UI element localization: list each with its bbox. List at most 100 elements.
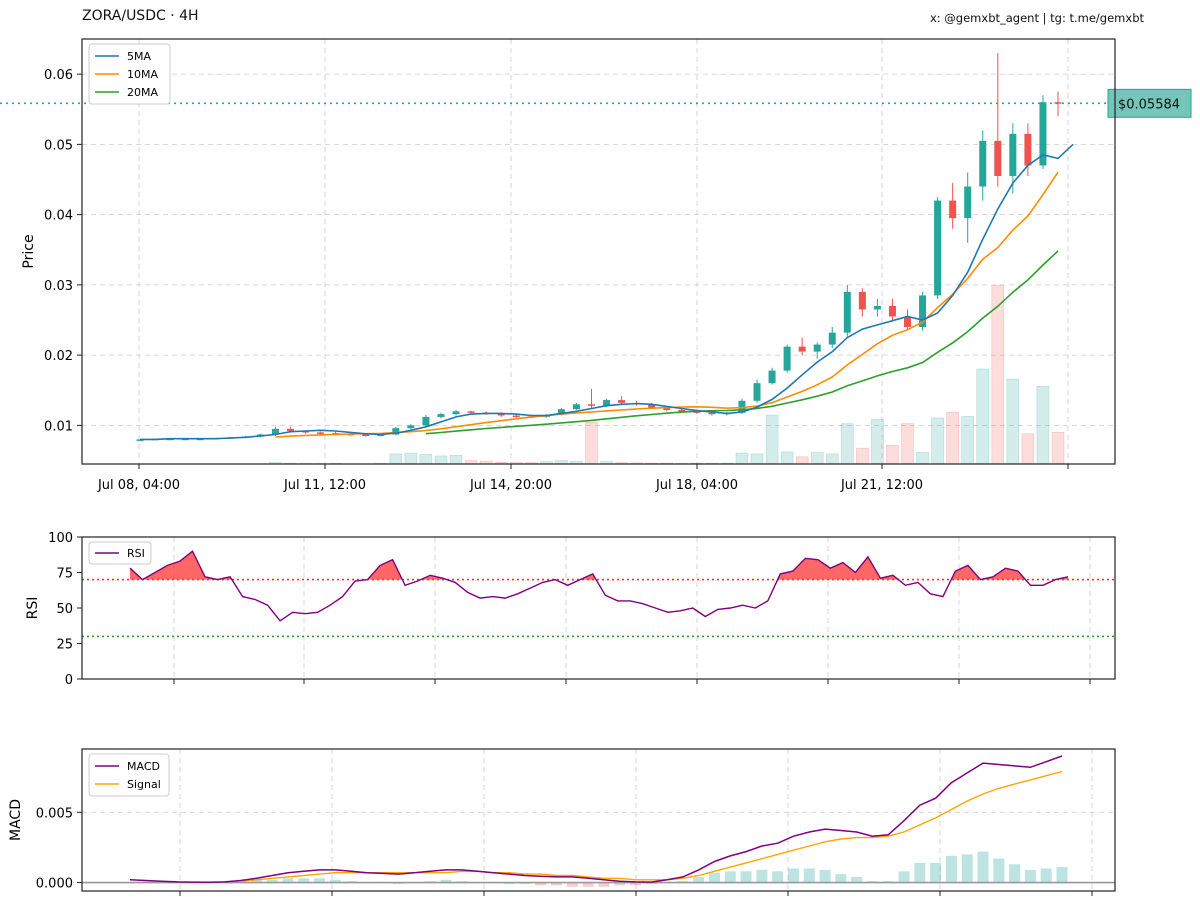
volume-bar [1006,378,1020,465]
rsi-ylabel: RSI [25,597,41,620]
macd-histogram-bar [787,868,799,883]
macd-histogram-bar [756,869,768,883]
volume-bar [841,423,854,465]
volume-bar [946,411,959,465]
price-ytick-label: 0.01 [44,419,73,434]
macd-histogram-bar [819,869,831,883]
macd-histogram-bar [614,882,626,886]
volume-bar [585,421,598,465]
rsi-line [129,550,1069,622]
price-ytick-label: 0.05 [44,138,73,153]
price-xtick-label: Jul 21, 12:00 [840,478,923,493]
rsi-ytick-label: 0 [65,673,73,688]
macd-histogram-bar [598,882,610,887]
candle-body [813,344,821,352]
volume-bar [856,447,869,465]
volume-bar [901,423,914,465]
candle-body [663,407,671,410]
volume-bar [810,452,824,465]
macd-histogram-bar [945,855,957,883]
macd-histogram-bar [250,879,262,883]
macd-histogram-bar [629,882,641,886]
macd-histogram-bar [740,871,752,883]
price-xtick-label: Jul 08, 04:00 [97,478,180,493]
legend-label: RSI [127,547,145,560]
macd-histogram-bar [898,871,910,883]
candle-body [1039,102,1047,166]
price-ylabel: Price [21,234,37,268]
macd-ylabel: MACD [8,799,24,841]
price-frame [81,38,1116,465]
volume-bar [735,452,749,465]
candle-body [271,428,279,435]
rsi-legend-box [88,541,152,565]
volume-bar [1036,385,1050,465]
macd-ytick-label: 0.000 [36,877,73,892]
volume-bar [976,368,990,465]
ma20-line [425,250,1059,435]
price-ytick-label: 0.04 [44,209,73,224]
volume-bar [419,454,433,465]
macd-histogram-bar [835,874,847,883]
candle-body [618,400,626,403]
macd-ytick-label: 0.005 [36,806,73,821]
candle-body [678,409,686,412]
macd-line [129,755,1063,884]
price-ytick-label: 0.03 [44,279,73,294]
volume-bar [961,416,975,465]
macd-histogram-bar [930,862,942,883]
macd-histogram-bar [282,878,294,883]
candle-body [497,413,505,416]
legend-label: 20MA [127,86,158,99]
price-ytick-label: 0.02 [44,349,73,364]
candle-body [873,305,881,310]
legend-label: 10MA [127,68,158,81]
rsi-overbought-fill [130,551,1068,580]
volume-bar [991,285,1005,465]
macd-histogram-bar [535,882,547,886]
candle-body [648,404,656,408]
price-ytick-label: 0.06 [44,68,73,83]
macd-histogram-bar [803,868,815,883]
rsi-ytick-label: 100 [48,531,73,546]
candle-body [919,295,927,328]
candle-body [843,291,851,333]
price-legend-box [88,43,171,105]
volume-bar [1021,433,1035,465]
current-price-badge [1107,88,1192,118]
macd-histogram-bar [724,871,736,883]
volume-bar [765,414,779,465]
chart-title: ZORA/USDC · 4H [82,8,199,24]
candle-body [979,140,987,187]
macd-histogram-bar [298,878,310,883]
rsi-ytick-label: 50 [56,602,73,617]
volume-bar [795,456,809,465]
volume-bar [1051,432,1065,465]
candle-body [753,383,761,401]
candle-body [286,428,294,431]
volume-bar [780,451,794,465]
macd-histogram-bar [708,872,720,883]
candle-body [828,332,836,345]
candle-body [708,412,716,415]
legend-label: Signal [127,778,161,791]
current-price-label: $0.05584 [1118,97,1180,112]
macd-histogram-bar [914,862,926,883]
price-xtick-label: Jul 18, 04:00 [655,478,738,493]
candle-body [317,432,325,434]
volume-bar [750,453,764,465]
candle-body [437,414,445,417]
candle-body [949,200,957,219]
macd-legend-box [88,753,170,797]
price-xtick-label: Jul 14, 20:00 [469,478,552,493]
candle-body [964,186,972,219]
volume-bar [825,453,839,465]
macd-histogram-bar [772,871,784,883]
volume-bar [931,417,944,465]
candle-body [512,415,520,418]
candle-body [557,409,565,415]
macd-frame [81,748,1116,892]
candle-body [934,200,942,296]
